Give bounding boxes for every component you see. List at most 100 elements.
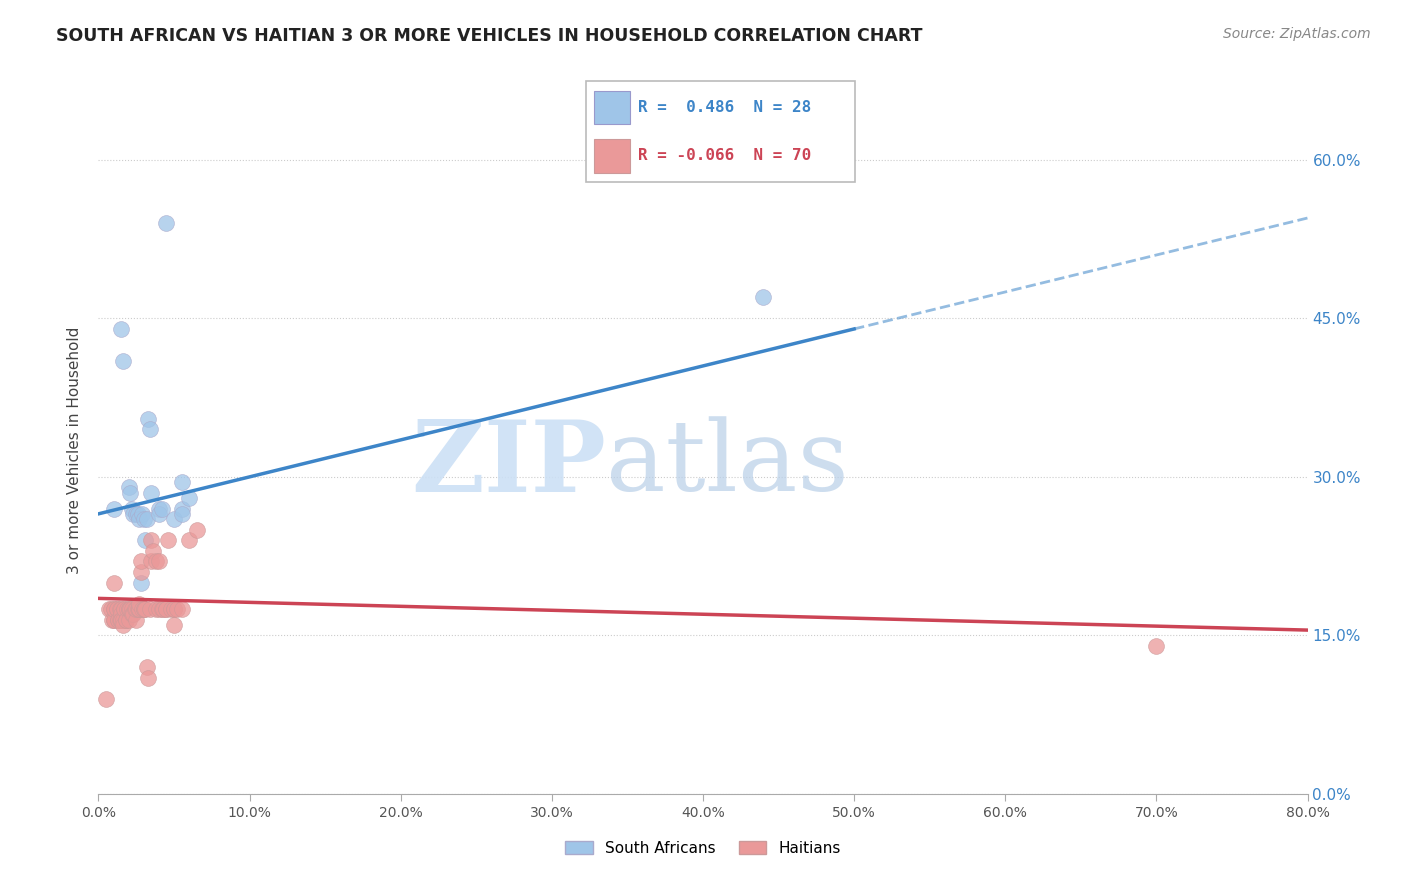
Point <box>128 597 150 611</box>
Point <box>111 617 134 632</box>
Point <box>163 602 186 616</box>
Point <box>132 602 155 616</box>
Point <box>94 691 117 706</box>
Legend: South Africans, Haitians: South Africans, Haitians <box>560 835 846 862</box>
Point <box>152 602 174 616</box>
Point <box>148 602 170 616</box>
Point <box>122 607 145 622</box>
Point <box>114 613 136 627</box>
Point <box>136 411 159 425</box>
Point <box>110 613 132 627</box>
Point <box>129 554 152 568</box>
Point <box>111 613 134 627</box>
Point <box>145 602 167 616</box>
Point <box>111 353 134 368</box>
Text: SOUTH AFRICAN VS HAITIAN 3 OR MORE VEHICLES IN HOUSEHOLD CORRELATION CHART: SOUTH AFRICAN VS HAITIAN 3 OR MORE VEHIC… <box>56 27 922 45</box>
Point <box>127 507 149 521</box>
Point <box>121 602 143 616</box>
Bar <box>595 91 630 124</box>
Point <box>170 602 193 616</box>
Point <box>148 501 170 516</box>
Y-axis label: 3 or more Vehicles in Household: 3 or more Vehicles in Household <box>67 326 83 574</box>
Point <box>1144 639 1167 653</box>
Point <box>134 533 156 548</box>
Point <box>107 613 129 627</box>
Point <box>148 554 170 568</box>
Point <box>125 613 148 627</box>
Point <box>114 613 136 627</box>
Bar <box>595 139 630 173</box>
Point <box>103 613 125 627</box>
Point <box>142 544 165 558</box>
Point <box>100 602 122 616</box>
Point <box>118 602 141 616</box>
Point <box>98 602 121 616</box>
Point <box>110 613 132 627</box>
Point <box>125 602 148 616</box>
Point <box>127 602 149 616</box>
Point <box>108 613 131 627</box>
Point <box>166 602 188 616</box>
Text: atlas: atlas <box>606 417 849 512</box>
Point <box>141 533 163 548</box>
Point <box>135 512 157 526</box>
Point <box>112 602 135 616</box>
Point <box>128 602 150 616</box>
Point <box>121 607 143 622</box>
Point <box>105 602 128 616</box>
Point <box>148 507 170 521</box>
Point <box>120 485 142 500</box>
Point <box>125 507 148 521</box>
Point <box>122 507 145 521</box>
Point <box>136 671 159 685</box>
Point <box>132 512 155 526</box>
Point <box>752 290 775 304</box>
Point <box>160 602 183 616</box>
Point <box>170 507 193 521</box>
Point <box>128 512 150 526</box>
Point <box>129 565 152 579</box>
Point <box>121 501 143 516</box>
Point <box>101 613 124 627</box>
Text: R =  0.486  N = 28: R = 0.486 N = 28 <box>638 101 811 115</box>
Point <box>110 607 132 622</box>
Point <box>103 501 125 516</box>
Point <box>118 480 141 494</box>
Point <box>139 422 162 436</box>
Point <box>170 475 193 490</box>
Point <box>108 602 131 616</box>
Point <box>132 602 155 616</box>
Point <box>120 602 142 616</box>
Point <box>150 501 173 516</box>
Point <box>131 507 153 521</box>
Point <box>103 602 125 616</box>
Point <box>103 613 125 627</box>
Point <box>115 602 138 616</box>
Text: R = -0.066  N = 70: R = -0.066 N = 70 <box>638 148 811 162</box>
Point <box>112 602 135 616</box>
FancyBboxPatch shape <box>586 81 855 182</box>
Point <box>141 485 163 500</box>
Point <box>103 575 125 590</box>
Point <box>156 533 179 548</box>
Point <box>163 617 186 632</box>
Point <box>179 491 201 505</box>
Text: ZIP: ZIP <box>412 416 606 513</box>
Point <box>155 216 177 230</box>
Point <box>131 602 153 616</box>
Point <box>124 602 146 616</box>
Point <box>170 501 193 516</box>
Point <box>134 602 156 616</box>
Point <box>155 602 177 616</box>
Point <box>129 575 152 590</box>
Text: Source: ZipAtlas.com: Source: ZipAtlas.com <box>1223 27 1371 41</box>
Point <box>163 602 186 616</box>
Point <box>110 602 132 616</box>
Point <box>118 602 141 616</box>
Point <box>179 533 201 548</box>
Point <box>150 602 173 616</box>
Point <box>186 523 208 537</box>
Point <box>107 613 129 627</box>
Point <box>118 613 141 627</box>
Point <box>128 602 150 616</box>
